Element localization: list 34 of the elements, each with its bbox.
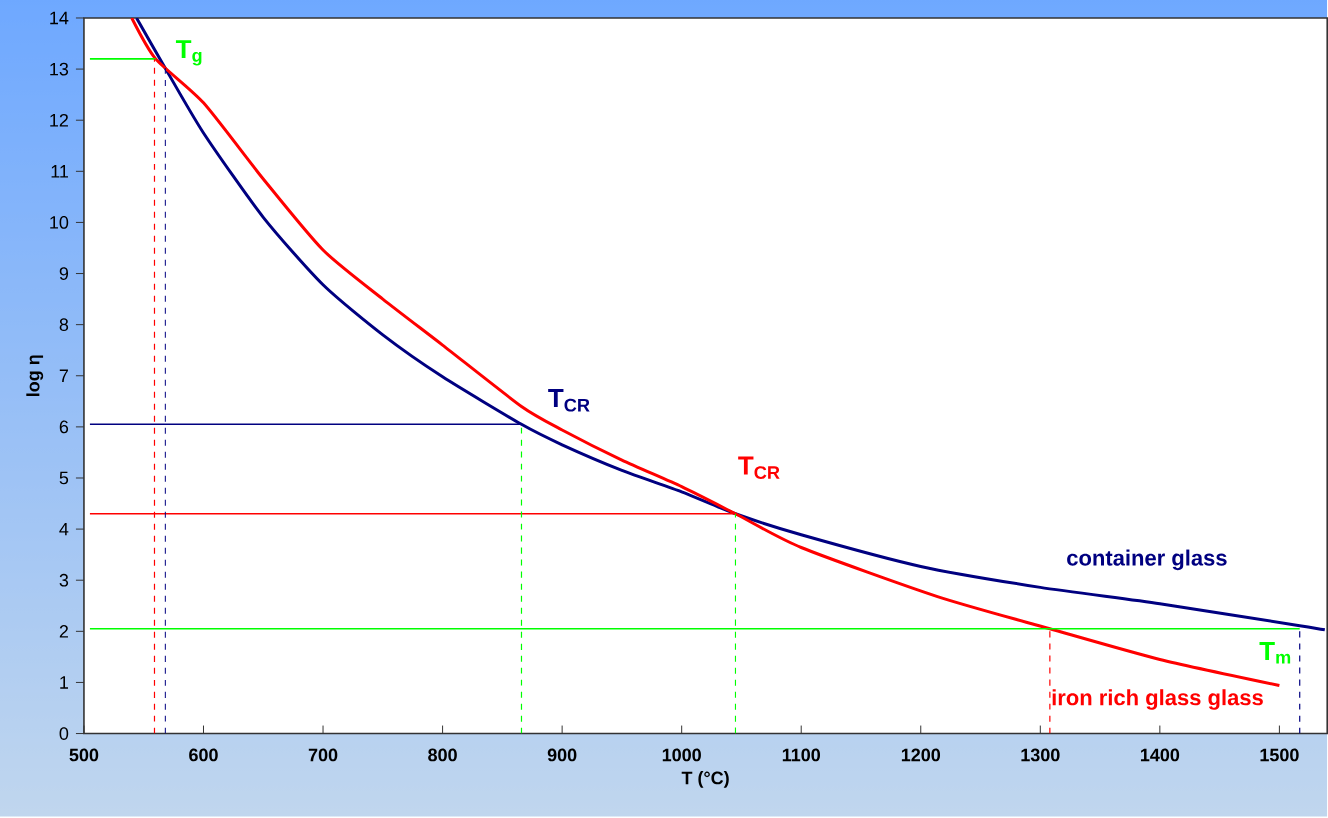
x-tick-label: 1100 [782,748,820,762]
x-tick-label: 1300 [1021,748,1060,762]
y-tick-label: 7 [59,369,68,383]
series-label: T$_{CR}$ [738,456,780,480]
y-tick-label: 12 [50,114,68,127]
series-label: container glass [1067,549,1227,571]
y-tick-label: 10 [50,216,69,230]
x-tick-label: 900 [547,748,577,762]
y-tick-label: 1 [60,676,69,689]
y-tick-label: 0 [59,727,69,741]
y-tick-label: 13 [50,62,69,76]
series-label: T$_{CR}$ [548,389,590,412]
series-label: T$_{g}$ [175,40,202,66]
y-tick-label: 3 [59,574,69,587]
y-axis-title: log η [26,355,44,397]
y-tick-label: 14 [50,12,69,25]
y-tick-label: 6 [59,420,69,434]
x-axis-title: T (°C) [681,771,729,789]
x-tick-label: 500 [69,748,99,762]
x-tick-label: 800 [428,748,457,762]
y-tick-label: 8 [59,318,69,332]
y-tick-label: 4 [59,523,69,536]
x-tick-label: 1000 [662,748,701,762]
x-tick-label: 1400 [1140,748,1180,762]
x-tick-label: 1200 [901,748,941,762]
y-tick-label: 11 [51,165,69,178]
series-label: iron rich glass glass [1052,689,1263,711]
y-tick-label: 9 [59,267,69,281]
y-tick-label: 2 [59,625,68,638]
x-tick-label: 1500 [1260,748,1299,762]
x-tick-label: 600 [189,748,218,762]
series-label: T$_{m}$ [1259,642,1291,664]
x-tick-label: 700 [308,748,338,762]
y-tick-label: 5 [59,471,69,485]
